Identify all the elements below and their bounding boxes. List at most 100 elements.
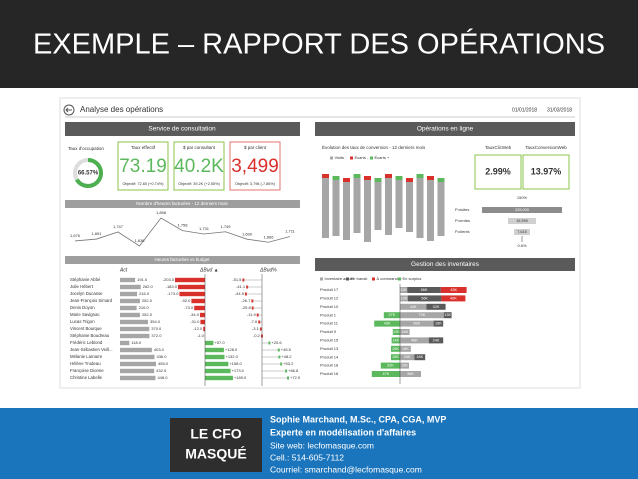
- segment-value: 13K: [444, 313, 451, 317]
- conv-bar: [322, 178, 329, 238]
- kpi-target: Objectif: 72.65 (+0.74%): [122, 182, 164, 186]
- inventory-segment: [380, 362, 400, 369]
- conv-delta: [406, 178, 413, 182]
- dashboard-title: Analyse des opérations: [80, 105, 163, 114]
- delta-value: -203.0: [163, 277, 175, 282]
- inventory-segment: [391, 337, 400, 344]
- date: 01/01/2018: [512, 107, 537, 113]
- product-label: Produit 10: [320, 304, 339, 309]
- segment-value: 15K: [392, 355, 399, 359]
- pct-value: +72.0: [290, 375, 301, 380]
- conv-delta: [395, 176, 403, 180]
- pct-value: -25.8: [242, 305, 252, 310]
- contact: Cell.: 514-605-7112: [270, 452, 344, 462]
- act-bar: [120, 305, 137, 311]
- kpi-target: Objectif: 3,798 (-7.86%): [235, 182, 276, 186]
- inventory-segment: [400, 371, 421, 377]
- act-value: 191.0: [137, 277, 148, 282]
- legend-label: En surplus: [403, 276, 422, 281]
- legend-swatch: [346, 277, 349, 281]
- row-name: Hélène Trudeau: [70, 361, 101, 366]
- delta-bar: [205, 340, 214, 346]
- conv-delta: [332, 176, 340, 180]
- segment-value: 32K: [387, 364, 394, 368]
- section-header: [65, 200, 300, 208]
- conv-bar: [427, 178, 434, 241]
- segment-value: 44K: [410, 305, 417, 309]
- product-label: Produit 13: [320, 346, 339, 351]
- segment-value: 73K: [419, 313, 426, 317]
- back-button[interactable]: [63, 104, 75, 116]
- inventory-segment: [400, 337, 429, 344]
- inventory-segment: [400, 320, 434, 327]
- delta-value: -92.0: [181, 298, 191, 303]
- delta-value: -31.0: [190, 319, 200, 324]
- panel-header: [315, 122, 575, 136]
- delta-value: -12.0: [193, 326, 203, 331]
- delta-bar: [200, 319, 205, 325]
- pct-value: -26.7: [241, 298, 251, 303]
- pct-value: -0.2: [253, 333, 261, 338]
- back-arrow: [65, 107, 72, 113]
- point-label: 1,676: [70, 233, 81, 238]
- conv-delta: [416, 174, 424, 178]
- segment-value: 56K: [421, 288, 428, 292]
- kpi-value: 3,499: [231, 156, 279, 177]
- kpi-box: [229, 141, 281, 191]
- kpi-box: [522, 154, 570, 190]
- inventory-segment: [391, 354, 400, 361]
- delta-bar: [205, 368, 231, 374]
- row-name: Stéphanie Abbé: [70, 277, 101, 282]
- delta-bar: [205, 347, 224, 353]
- pct-value: +20.6: [271, 340, 282, 345]
- row-name: Vincent Bourque: [70, 326, 102, 331]
- act-bar: [120, 354, 155, 360]
- act-value: 372.0: [151, 333, 162, 338]
- date: 31/03/2018: [547, 107, 572, 113]
- section-title: Nombre d'heures facturées - 12 derniers …: [136, 201, 228, 206]
- inventory-segment: [391, 345, 400, 352]
- delta-bar: [177, 284, 205, 290]
- delta-value: -1.0: [197, 333, 205, 338]
- delta-bar: [175, 277, 205, 283]
- inventory-segment: [383, 312, 400, 319]
- pct-value: +46.5: [281, 347, 292, 352]
- donut: [73, 158, 103, 188]
- act-bar: [120, 368, 155, 374]
- segment-value: 15K: [401, 364, 408, 368]
- product-label: Produit 9: [320, 329, 337, 334]
- segment-value: 16K: [435, 322, 442, 326]
- panel-title: Gestion des inventaires: [411, 261, 480, 268]
- act-value: 210.0: [139, 305, 150, 310]
- conv-bar: [395, 178, 403, 228]
- delta-bar: [179, 291, 205, 297]
- delta-value: -34.0: [190, 312, 200, 317]
- inventory-segment: [443, 312, 452, 319]
- act-bar: [120, 333, 150, 339]
- slide-title: EXEMPLE – RAPPORT DES OPÉRATIONS: [33, 28, 605, 61]
- inventory-segment: [428, 337, 444, 344]
- act-value: 118.0: [131, 340, 141, 345]
- conv-bar: [364, 178, 371, 242]
- act-value: 252.0: [142, 298, 153, 303]
- row-name: Christine Labelle: [70, 375, 103, 380]
- kpi-value: 2.99%: [485, 166, 511, 176]
- act-value: 455.0: [158, 361, 169, 366]
- product-label: Produit 14: [320, 354, 339, 359]
- act-bar: [120, 319, 149, 325]
- act-bar: [120, 312, 140, 318]
- act-bar: [120, 291, 138, 297]
- row-name: Jocelyn Ducasse: [70, 291, 103, 296]
- conv-delta: [343, 178, 350, 182]
- legend-swatch: [398, 277, 401, 281]
- legend-swatch: [370, 156, 373, 160]
- row-name: Stéphanie Boudreau: [70, 333, 110, 338]
- panel-header: [65, 122, 300, 136]
- delta-bar: [194, 305, 205, 311]
- product-label: Produit 15: [320, 337, 339, 342]
- row-name: Lucas Trigon: [70, 319, 95, 324]
- point-label: 1,747: [113, 224, 124, 229]
- kpi-value: 66.57%: [78, 171, 99, 177]
- legend-label: Écarts +: [375, 155, 390, 160]
- kpi-label: Taux effectif: [131, 145, 156, 150]
